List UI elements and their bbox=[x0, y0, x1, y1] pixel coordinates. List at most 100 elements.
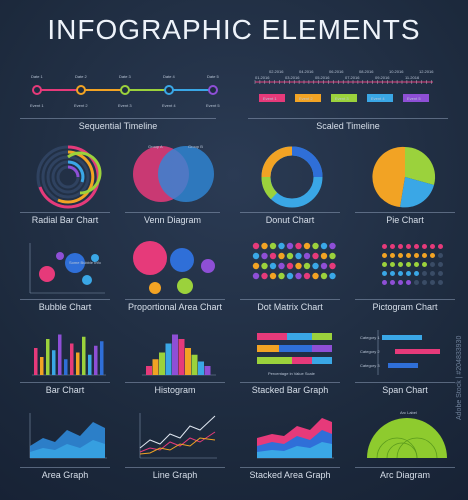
pictogram-icon bbox=[414, 262, 419, 267]
divider bbox=[125, 212, 220, 213]
matrix-dot bbox=[320, 272, 328, 280]
pictogram-icon bbox=[390, 271, 395, 276]
stacked-xlabel: Percentage in Value Scale bbox=[268, 371, 316, 376]
divider bbox=[20, 467, 110, 468]
stock-id-watermark: Adobe Stock | #204833930 bbox=[456, 335, 463, 420]
timeline-date: Date 5 bbox=[207, 74, 220, 79]
divider bbox=[20, 299, 110, 300]
arc-label: Arc Label bbox=[400, 410, 417, 415]
divider bbox=[355, 299, 455, 300]
bar bbox=[58, 334, 62, 375]
caption-bar: Bar Chart bbox=[45, 385, 85, 395]
matrix-dot bbox=[312, 252, 319, 260]
histogram-bin bbox=[204, 366, 211, 375]
pictogram-icon bbox=[390, 244, 395, 249]
venn-label-a: Group A bbox=[148, 144, 163, 149]
matrix-dot bbox=[269, 252, 277, 260]
timeline-event: Event 5 bbox=[206, 103, 220, 108]
matrix-dot bbox=[303, 262, 311, 270]
pictogram-icon bbox=[438, 280, 443, 285]
matrix-dot bbox=[320, 242, 328, 250]
matrix-dot bbox=[329, 252, 336, 260]
pictogram-icon bbox=[430, 280, 435, 285]
arc-diagram: Arc Label bbox=[367, 410, 447, 459]
proportional-area-chart bbox=[133, 241, 215, 294]
caption-donut: Donut Chart bbox=[265, 215, 315, 225]
pictogram-icon bbox=[414, 253, 419, 258]
divider bbox=[20, 382, 110, 383]
caption-span: Span Chart bbox=[382, 385, 428, 395]
matrix-dot bbox=[312, 262, 319, 270]
pictogram-icon bbox=[430, 262, 435, 267]
pictogram-icon bbox=[414, 271, 419, 276]
pictogram-icon bbox=[406, 280, 411, 285]
scale-date: 07.2016 bbox=[345, 75, 360, 80]
timeline-date: Date 4 bbox=[163, 74, 176, 79]
pictogram-icon bbox=[406, 271, 411, 276]
span-chart: Category 1 Category 2 Category 3 bbox=[360, 330, 440, 375]
histogram-bin bbox=[198, 361, 204, 375]
caption-line: Line Graph bbox=[152, 470, 198, 480]
caption-arc: Arc Diagram bbox=[379, 470, 430, 480]
bar bbox=[40, 357, 44, 375]
bar bbox=[70, 343, 74, 375]
pictogram-icon bbox=[430, 244, 435, 249]
matrix-dot bbox=[261, 252, 268, 260]
pictogram-icon bbox=[382, 271, 387, 276]
pictogram-icon bbox=[406, 262, 411, 267]
histogram-bin bbox=[159, 352, 165, 375]
divider bbox=[20, 212, 110, 213]
matrix-dot bbox=[286, 242, 294, 250]
histogram-bin bbox=[146, 366, 152, 375]
matrix-dot bbox=[252, 242, 260, 250]
scale-date: 12.2016 bbox=[419, 69, 434, 74]
span-label-2: Category 2 bbox=[360, 349, 380, 354]
bar bbox=[76, 352, 80, 375]
pictogram-icon bbox=[438, 271, 443, 276]
scale-date: 08.2016 bbox=[359, 69, 374, 74]
divider bbox=[20, 118, 216, 119]
radial-bar-chart bbox=[36, 145, 102, 209]
matrix-dot bbox=[278, 262, 285, 270]
bar bbox=[52, 350, 56, 375]
matrix-dot bbox=[278, 272, 285, 280]
divider bbox=[240, 382, 340, 383]
matrix-dot bbox=[312, 272, 319, 280]
pictogram-icon bbox=[438, 262, 443, 267]
histogram-bin bbox=[165, 343, 172, 375]
timeline-event: Event 1 bbox=[30, 103, 44, 108]
divider bbox=[355, 467, 455, 468]
matrix-dot bbox=[303, 272, 311, 280]
caption-stackedarea: Stacked Area Graph bbox=[249, 470, 331, 480]
pictogram-chart bbox=[382, 244, 443, 285]
matrix-dot bbox=[278, 242, 285, 250]
pictogram-icon bbox=[382, 280, 387, 285]
divider bbox=[240, 299, 340, 300]
pie-chart bbox=[372, 146, 436, 208]
pictogram-icon bbox=[390, 262, 395, 267]
stacked-bar-graph: Percentage in Value Scale bbox=[257, 333, 332, 376]
venn-label-b: Group B bbox=[188, 144, 203, 149]
histogram bbox=[142, 334, 216, 376]
area-graph bbox=[29, 413, 107, 459]
donut-chart bbox=[261, 146, 323, 208]
matrix-dot bbox=[329, 272, 336, 280]
matrix-dot bbox=[329, 262, 336, 270]
pictogram-icon bbox=[422, 280, 427, 285]
bar-chart bbox=[32, 334, 106, 376]
histogram-bin bbox=[191, 354, 198, 375]
caption-sequential: Sequential Timeline bbox=[78, 121, 158, 131]
bar bbox=[88, 354, 92, 375]
dot-matrix-chart bbox=[252, 242, 336, 280]
timeline-node bbox=[164, 85, 174, 95]
pictogram-icon bbox=[398, 271, 403, 276]
divider bbox=[125, 299, 225, 300]
scale-event-label: Event 1 bbox=[263, 96, 277, 101]
scale-date: 05.2016 bbox=[315, 75, 330, 80]
bubble-label: Some Bubble Info bbox=[69, 260, 102, 265]
matrix-dot bbox=[286, 262, 294, 270]
pictogram-icon bbox=[430, 271, 435, 276]
pictogram-icon bbox=[382, 253, 387, 258]
scale-date: 11.2016 bbox=[405, 75, 420, 80]
pictogram-icon bbox=[398, 244, 403, 249]
